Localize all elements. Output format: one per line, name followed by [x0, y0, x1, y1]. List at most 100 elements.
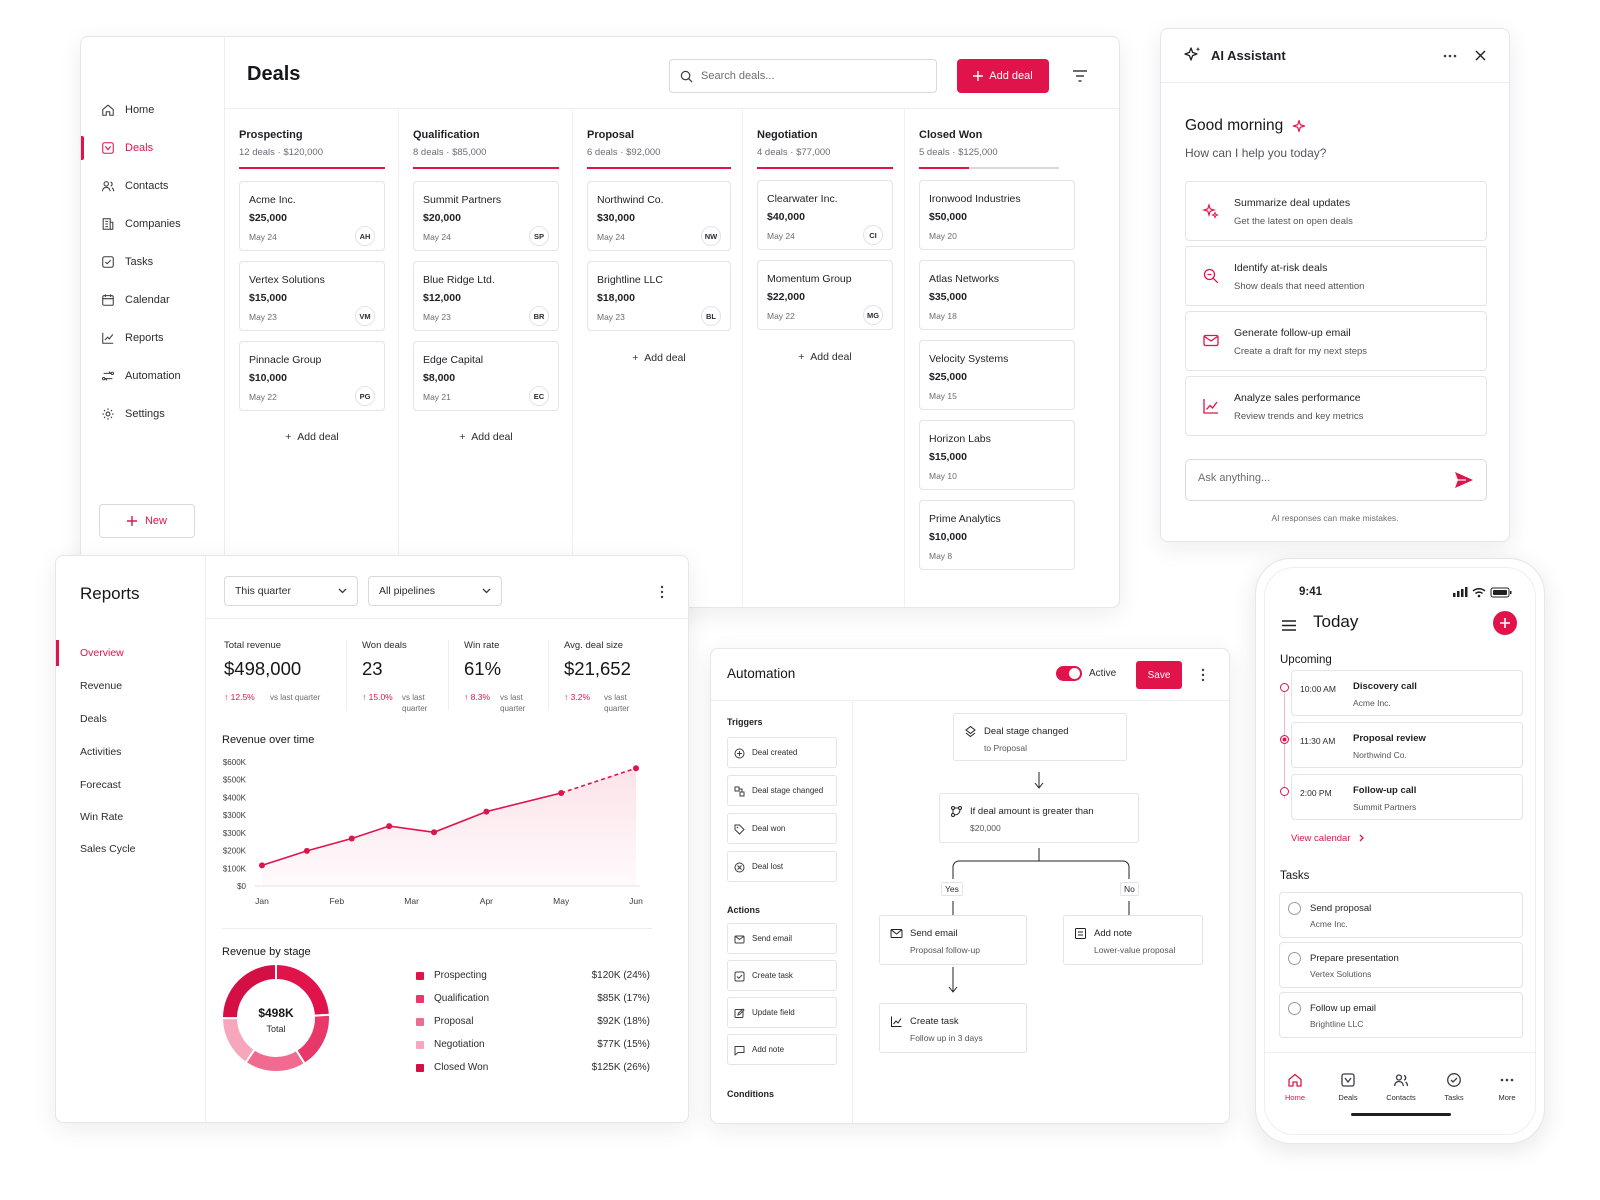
- deal-card[interactable]: Pinnacle Group $10,000 May 22 PG: [239, 341, 385, 411]
- deal-card[interactable]: Brightline LLC $18,000 May 23 BL: [587, 261, 731, 331]
- event-card[interactable]: 10:00 AM Discovery call Acme Inc.: [1291, 670, 1523, 716]
- more-vertical-icon[interactable]: [660, 585, 664, 599]
- task-checkbox[interactable]: [1288, 1002, 1301, 1015]
- suggestion-card[interactable]: Analyze sales performance Review trends …: [1185, 376, 1487, 436]
- task-item[interactable]: Follow up email Brightline LLC: [1279, 992, 1523, 1038]
- deal-card[interactable]: Prime Analytics $10,000 May 8: [919, 500, 1075, 570]
- flow-send-email-node[interactable]: Send email Proposal follow-up: [879, 915, 1027, 965]
- new-button[interactable]: New: [99, 504, 195, 538]
- column-progress-bar: [919, 167, 969, 169]
- event-card[interactable]: 2:00 PM Follow-up call Summit Partners: [1291, 774, 1523, 820]
- action-update-field[interactable]: Update field: [727, 997, 837, 1028]
- trigger-deal-created[interactable]: Deal created: [727, 737, 837, 768]
- sidebar-item-automation[interactable]: Automation: [81, 361, 225, 391]
- add-deal-link[interactable]: + Add deal: [632, 352, 686, 364]
- kpi-label: Win rate: [464, 640, 500, 651]
- view-calendar-link[interactable]: View calendar: [1291, 833, 1365, 844]
- reports-nav-win-rate[interactable]: Win Rate: [56, 802, 206, 832]
- reports-nav-deals[interactable]: Deals: [56, 704, 206, 734]
- flow-create-task-node[interactable]: Create task Follow up in 3 days: [879, 1003, 1027, 1053]
- search-box[interactable]: [669, 59, 937, 93]
- deal-card[interactable]: Atlas Networks $35,000 May 18: [919, 260, 1075, 330]
- deal-card[interactable]: Momentum Group $22,000 May 22 MG: [757, 260, 893, 330]
- deal-card[interactable]: Vertex Solutions $15,000 May 23 VM: [239, 261, 385, 331]
- reports-nav-forecast[interactable]: Forecast: [56, 770, 206, 800]
- tab-more[interactable]: More: [1483, 1072, 1531, 1102]
- more-icon[interactable]: [1443, 54, 1457, 58]
- tab-contacts[interactable]: Contacts: [1377, 1072, 1425, 1102]
- action-create-task[interactable]: Create task: [727, 960, 837, 991]
- event-title: Follow-up call: [1353, 785, 1417, 796]
- chevron-down-icon: [338, 588, 347, 594]
- trigger-label: Deal stage changed: [752, 786, 824, 795]
- trigger-deal-stage-changed[interactable]: Deal stage changed: [727, 775, 837, 806]
- add-deal-link[interactable]: + Add deal: [285, 431, 339, 443]
- tab-tasks[interactable]: Tasks: [1430, 1072, 1478, 1102]
- sidebar-item-reports[interactable]: Reports: [81, 323, 225, 353]
- branch-no-label: No: [1120, 882, 1139, 896]
- reports-nav-activities[interactable]: Activities: [56, 737, 206, 767]
- add-deal-link[interactable]: + Add deal: [459, 431, 513, 443]
- trigger-deal-lost[interactable]: Deal lost: [727, 851, 837, 882]
- filter-icon[interactable]: [1071, 67, 1089, 85]
- pipeline-select[interactable]: All pipelines: [368, 576, 502, 606]
- sidebar-item-contacts[interactable]: Contacts: [81, 171, 225, 201]
- sidebar-item-tasks[interactable]: Tasks: [81, 247, 225, 277]
- flow-trigger-node[interactable]: Deal stage changed to Proposal: [953, 713, 1127, 761]
- sidebar-item-companies[interactable]: Companies: [81, 209, 225, 239]
- save-button[interactable]: Save: [1136, 661, 1182, 689]
- deal-card[interactable]: Clearwater Inc. $40,000 May 24 CI: [757, 180, 893, 250]
- avatar: SP: [529, 226, 549, 246]
- deal-card[interactable]: Velocity Systems $25,000 May 15: [919, 340, 1075, 410]
- deal-card[interactable]: Acme Inc. $25,000 May 24 AH: [239, 181, 385, 251]
- ask-input[interactable]: [1198, 472, 1438, 484]
- deal-card[interactable]: Ironwood Industries $50,000 May 20: [919, 180, 1075, 250]
- suggestion-card[interactable]: Generate follow-up email Create a draft …: [1185, 311, 1487, 371]
- action-send-email[interactable]: Send email: [727, 923, 837, 954]
- reports-nav-revenue[interactable]: Revenue: [56, 671, 206, 701]
- send-icon[interactable]: [1454, 471, 1474, 489]
- add-deal-link[interactable]: + Add deal: [798, 351, 852, 363]
- search-input[interactable]: [701, 70, 921, 82]
- deal-card[interactable]: Northwind Co. $30,000 May 24 NW: [587, 181, 731, 251]
- deal-card[interactable]: Summit Partners $20,000 May 24 SP: [413, 181, 559, 251]
- flow-node-title: Send email: [910, 928, 958, 939]
- suggestion-card[interactable]: Summarize deal updates Get the latest on…: [1185, 181, 1487, 241]
- ask-box[interactable]: [1185, 459, 1487, 501]
- deal-card[interactable]: Horizon Labs $15,000 May 10: [919, 420, 1075, 490]
- sidebar-item-settings[interactable]: Settings: [81, 399, 225, 429]
- more-vertical-icon[interactable]: [1201, 668, 1205, 682]
- event-card[interactable]: 11:30 AM Proposal review Northwind Co.: [1291, 722, 1523, 768]
- reports-nav-sales-cycle[interactable]: Sales Cycle: [56, 834, 206, 864]
- mobile-add-button[interactable]: [1493, 611, 1517, 635]
- deal-amount: $15,000: [249, 292, 287, 304]
- task-checkbox[interactable]: [1288, 902, 1301, 915]
- column-closed-won: Closed Won 5 deals · $125,000 Ironwood I…: [905, 109, 1077, 607]
- close-icon[interactable]: [1475, 50, 1486, 61]
- flow-node-subtitle: Follow up in 3 days: [910, 1033, 983, 1043]
- flow-condition-node[interactable]: If deal amount is greater than $20,000: [939, 793, 1139, 843]
- task-item[interactable]: Send proposal Acme Inc.: [1279, 892, 1523, 938]
- tab-deals[interactable]: Deals: [1324, 1072, 1372, 1102]
- task-item[interactable]: Prepare presentation Vertex Solutions: [1279, 942, 1523, 988]
- reports-nav-overview[interactable]: Overview: [56, 638, 206, 668]
- tab-home[interactable]: Home: [1271, 1072, 1319, 1102]
- menu-icon[interactable]: [1282, 620, 1296, 631]
- deal-date: May 15: [929, 391, 957, 401]
- flow-add-note-node[interactable]: Add note Lower-value proposal: [1063, 915, 1203, 965]
- task-checkbox[interactable]: [1288, 952, 1301, 965]
- suggestion-title: Analyze sales performance: [1234, 392, 1361, 404]
- trigger-deal-won[interactable]: Deal won: [727, 813, 837, 844]
- action-add-note[interactable]: Add note: [727, 1034, 837, 1065]
- period-select[interactable]: This quarter: [224, 576, 358, 606]
- deal-card[interactable]: Blue Ridge Ltd. $12,000 May 23 BR: [413, 261, 559, 331]
- suggestion-card[interactable]: Identify at-risk deals Show deals that n…: [1185, 246, 1487, 306]
- mail-icon: [734, 935, 745, 944]
- sidebar-item-home[interactable]: Home: [81, 95, 225, 125]
- sidebar-item-calendar[interactable]: Calendar: [81, 285, 225, 315]
- add-deal-button[interactable]: Add deal: [957, 59, 1049, 93]
- active-toggle[interactable]: [1056, 666, 1082, 681]
- sidebar-item-deals[interactable]: Deals: [81, 133, 225, 163]
- y-tick-label: $100K: [223, 864, 247, 873]
- deal-card[interactable]: Edge Capital $8,000 May 21 EC: [413, 341, 559, 411]
